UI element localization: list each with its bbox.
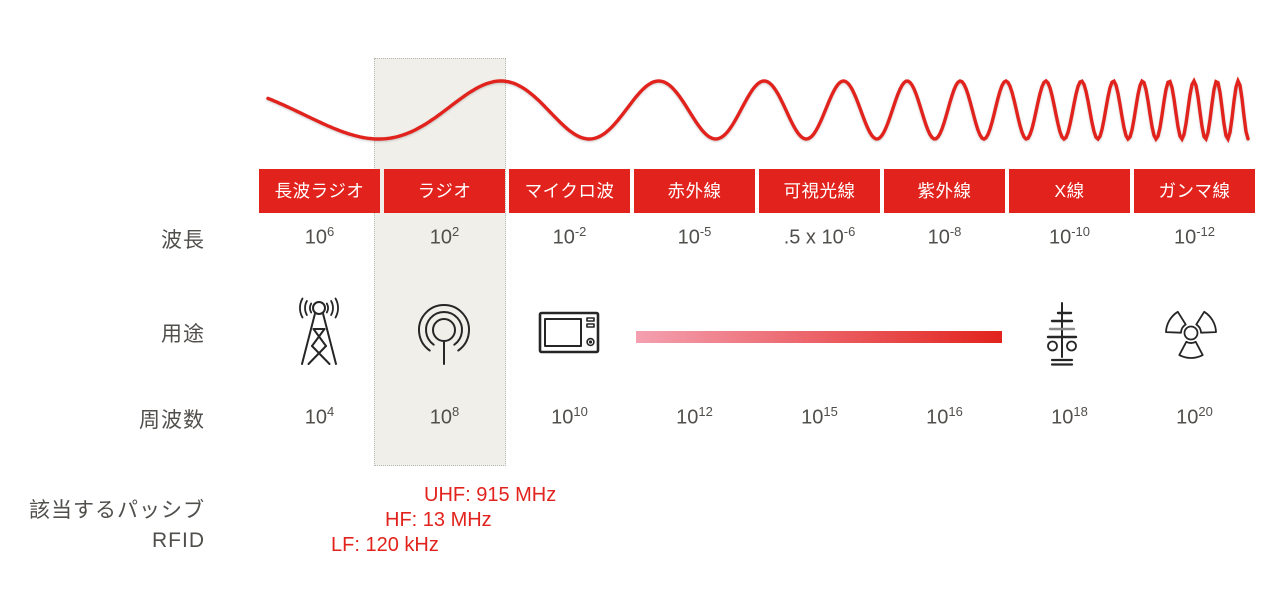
radiation-icon [1159, 299, 1223, 367]
rfid-uhf-note: UHF: 915 MHz [424, 484, 557, 506]
visible-light-gradient [636, 331, 1002, 343]
rfid-lf-note: LF: 120 kHz [331, 534, 439, 556]
radio-tower-icon [287, 296, 351, 368]
band-radio: ラジオ [384, 169, 505, 213]
frequency-wave [266, 76, 1250, 144]
wavelength-value: 10-12 [1173, 224, 1216, 249]
frequency-row-label: 周波数 [139, 409, 205, 432]
wavelength-value: 10-8 [927, 224, 962, 249]
band-visible-light: 可視光線 [759, 169, 880, 213]
frequency-value: 1020 [1176, 404, 1213, 429]
band-gamma: ガンマ線 [1134, 169, 1255, 213]
wavelength-row-label: 波長 [161, 229, 205, 252]
rfid-row-label-line1: 該当するパッシブ [29, 499, 205, 522]
frequency-value: 1018 [1051, 404, 1088, 429]
broadcast-antenna-icon [412, 296, 476, 368]
frequency-value: 1016 [926, 404, 963, 429]
frequency-value: 1012 [676, 404, 713, 429]
radio-highlight-column [374, 58, 506, 466]
microwave-oven-icon [537, 304, 601, 360]
wavelength-value: .5 x 10-6 [783, 224, 856, 249]
band-microwave: マイクロ波 [509, 169, 630, 213]
rfid-row-label-line2: RFID [152, 529, 205, 552]
xray-tube-icon [1038, 298, 1086, 370]
wavelength-value: 10-2 [552, 224, 587, 249]
wavelength-value: 106 [304, 224, 335, 249]
frequency-value: 1010 [551, 404, 588, 429]
band-longwave-radio: 長波ラジオ [259, 169, 380, 213]
band-xray: X線 [1009, 169, 1130, 213]
frequency-value: 108 [429, 404, 460, 429]
rfid-hf-note: HF: 13 MHz [385, 509, 492, 531]
use-row-label: 用途 [161, 323, 205, 346]
rfid-row-label: 該当するパッシブ RFID [0, 496, 205, 556]
frequency-value: 104 [304, 404, 335, 429]
band-ultraviolet: 紫外線 [884, 169, 1005, 213]
wavelength-value: 102 [429, 224, 460, 249]
wavelength-value: 10-10 [1048, 224, 1091, 249]
band-infrared: 赤外線 [634, 169, 755, 213]
wavelength-value: 10-5 [677, 224, 712, 249]
frequency-value: 1015 [801, 404, 838, 429]
